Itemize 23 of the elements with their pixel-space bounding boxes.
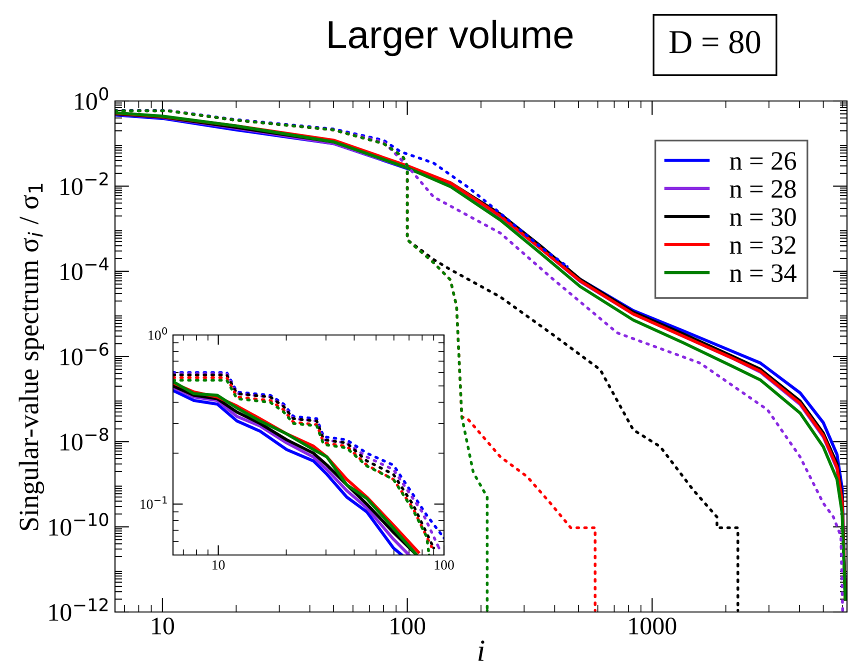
y-tick-label: 10$^{0}$ xyxy=(148,327,168,340)
y-tick-label: 10$^{−4}$ xyxy=(60,258,108,280)
y-tick-label: 10$^{0}$ xyxy=(75,87,108,110)
x-tick-label: 10 xyxy=(152,618,174,634)
chart-title: Larger volume xyxy=(328,20,573,56)
legend-label: n = 34 xyxy=(730,264,796,282)
x-tick-label: 100 xyxy=(434,560,454,570)
y-axis-title: Singular-value spectrum σ$_{i}$ / σ$_{1}$ xyxy=(18,184,44,530)
x-tick-label: 1000 xyxy=(629,618,676,634)
y-tick-label: 10$^{−6}$ xyxy=(60,342,108,366)
legend-label: n = 32 xyxy=(730,236,796,254)
x-tick-label: 100 xyxy=(390,618,426,634)
legend-label: n = 26 xyxy=(730,152,796,170)
y-tick-label: 10$^{−12}$ xyxy=(49,598,108,621)
y-tick-label: 10$^{−8}$ xyxy=(60,428,108,451)
legend-label: n = 28 xyxy=(730,180,796,198)
x-tick-label: 10 xyxy=(212,560,225,570)
legend-label: n = 30 xyxy=(730,208,796,226)
y-tick-label: 10$^{−2}$ xyxy=(60,172,108,196)
chart-subtitle: D = 80 xyxy=(670,30,760,54)
y-tick-label: 10$^{−10}$ xyxy=(49,512,108,536)
y-tick-label: 10$^{−1}$ xyxy=(140,496,167,509)
x-axis-title: i xyxy=(478,640,484,661)
